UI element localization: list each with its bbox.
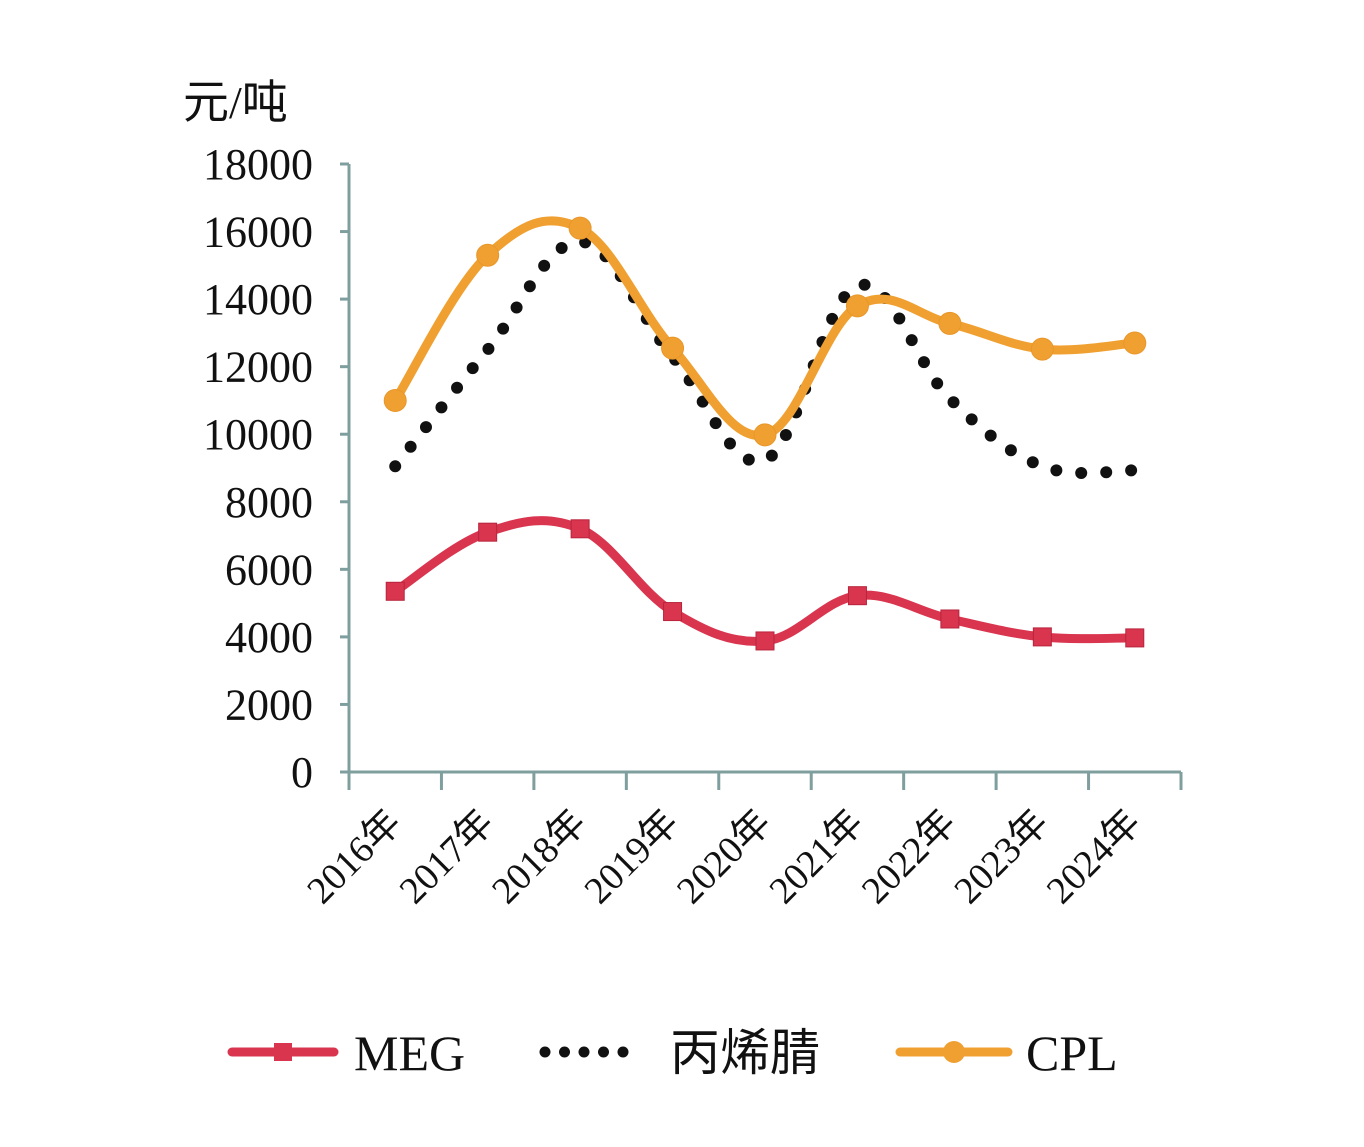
legend-item-acrylonitrile: 丙烯腈 — [539, 1025, 820, 1081]
legend-square-marker — [274, 1043, 292, 1061]
y-axis-unit-label: 元/吨 — [183, 77, 288, 128]
legend: MEG 丙烯腈 CPL — [227, 1025, 1118, 1081]
series-meg — [385, 516, 1145, 651]
legend-dot-swatch — [559, 1046, 570, 1058]
data-point-marker — [385, 581, 405, 601]
y-tick-label: 4000 — [225, 613, 313, 662]
data-point-marker — [568, 216, 592, 240]
x-tick-label: 2020年 — [669, 802, 779, 912]
legend-label: 丙烯腈 — [670, 1025, 820, 1081]
x-tick-label: 2019年 — [577, 802, 687, 912]
y-tick-label: 14000 — [203, 275, 313, 324]
y-tick-label: 2000 — [225, 680, 313, 729]
x-tick-label: 2018年 — [484, 802, 594, 912]
x-tick-label: 2023年 — [946, 802, 1056, 912]
y-tick-label: 0 — [291, 748, 313, 797]
legend-dot-swatch — [617, 1046, 629, 1058]
legend-label: CPL — [1026, 1025, 1118, 1081]
legend-dot-swatch — [539, 1046, 551, 1058]
x-tick-label: 2022年 — [854, 802, 964, 912]
data-point-marker — [476, 243, 500, 267]
data-point-marker — [383, 388, 407, 412]
data-point-marker — [663, 602, 683, 622]
y-tick-label: 6000 — [225, 545, 313, 594]
data-point-marker — [938, 311, 962, 335]
x-tick-label: 2016年 — [299, 802, 409, 912]
data-point-marker — [845, 294, 869, 318]
y-tick-label: 16000 — [203, 208, 313, 257]
series-line — [390, 516, 1140, 646]
data-point-marker — [1123, 331, 1147, 355]
data-point-marker — [1125, 628, 1145, 648]
x-tick-label: 2024年 — [1039, 802, 1149, 912]
legend-dot-swatch — [598, 1046, 609, 1058]
series-group — [383, 216, 1147, 651]
y-tick-label: 18000 — [203, 140, 313, 189]
axes — [340, 162, 1183, 790]
y-tick-label: 12000 — [203, 343, 313, 392]
data-point-marker — [940, 609, 960, 629]
legend-item-meg: MEG — [227, 1025, 465, 1081]
x-tick-labels: 2016年2017年2018年2019年2020年2021年2022年2023年… — [299, 802, 1149, 912]
x-tick-label: 2017年 — [392, 802, 502, 912]
y-tick-label: 10000 — [203, 410, 313, 459]
data-point-marker — [847, 586, 867, 606]
data-point-marker — [478, 522, 498, 542]
y-tick-labels: 0 2000 4000 6000 8000 10000 12000 14000 16000 180… — [203, 140, 313, 797]
data-point-marker — [1032, 627, 1052, 647]
data-point-marker — [1030, 337, 1054, 361]
data-point-marker — [755, 631, 775, 651]
y-tick-label: 8000 — [225, 478, 313, 527]
x-tick-label: 2021年 — [761, 802, 871, 912]
data-point-marker — [661, 336, 685, 360]
legend-label: MEG — [354, 1025, 465, 1081]
legend-dot-swatch — [578, 1046, 590, 1058]
series-cpl — [383, 216, 1147, 447]
data-point-marker — [570, 519, 590, 539]
series-acrylonitrile — [389, 235, 1141, 480]
data-point-marker — [753, 423, 777, 447]
series-line — [390, 216, 1140, 441]
legend-item-cpl: CPL — [895, 1025, 1118, 1081]
legend-circle-marker — [943, 1041, 965, 1063]
series-line — [389, 235, 1141, 480]
